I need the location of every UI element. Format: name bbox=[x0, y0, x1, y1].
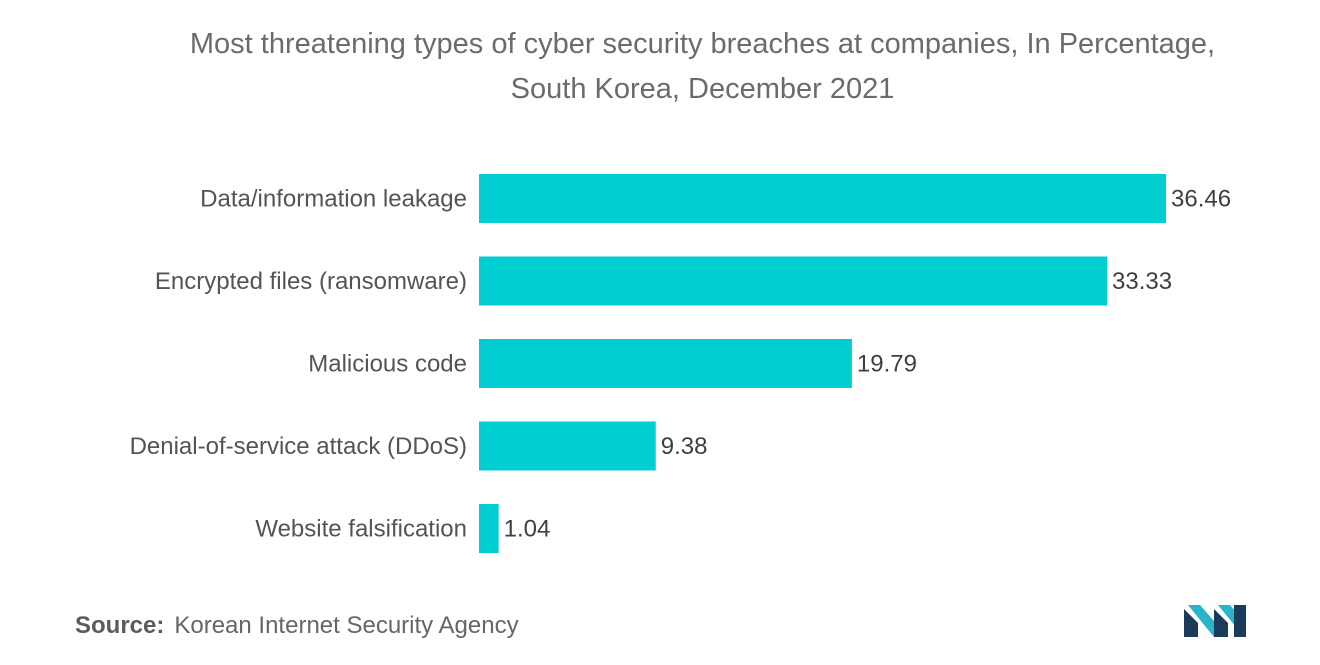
category-label-0: Data/information leakage bbox=[200, 186, 467, 213]
bar-1 bbox=[479, 256, 1108, 306]
category-label-1: Encrypted files (ransomware) bbox=[155, 268, 467, 295]
value-label-4: 1.04 bbox=[504, 516, 551, 543]
category-label-3: Denial-of-service attack (DDoS) bbox=[130, 433, 467, 460]
bar-3 bbox=[479, 421, 656, 471]
source-note: Source: Korean Internet Security Agency bbox=[75, 612, 519, 640]
value-label-2: 19.79 bbox=[857, 351, 917, 378]
chart-title-line-1: Most threatening types of cyber security… bbox=[189, 28, 1216, 60]
chart-title: Most threatening types of cyber security… bbox=[0, 22, 1320, 112]
value-label-0: 36.46 bbox=[1171, 186, 1231, 213]
source-text: Korean Internet Security Agency bbox=[174, 612, 519, 639]
bar-0 bbox=[479, 174, 1166, 223]
bar-chart: Data/information leakage 36.46 Encrypted f… bbox=[130, 174, 1231, 553]
category-label-2: Malicious code bbox=[308, 351, 467, 378]
value-label-1: 33.33 bbox=[1112, 268, 1172, 295]
value-label-3: 9.38 bbox=[661, 433, 708, 460]
category-label-4: Website falsification bbox=[255, 516, 467, 543]
source-label: Source: bbox=[75, 612, 165, 639]
bar-2 bbox=[479, 339, 852, 388]
bar-4 bbox=[479, 504, 499, 553]
mordor-intelligence-logo-icon bbox=[1184, 605, 1246, 637]
chart-title-line-2: South Korea, December 2021 bbox=[510, 73, 895, 105]
